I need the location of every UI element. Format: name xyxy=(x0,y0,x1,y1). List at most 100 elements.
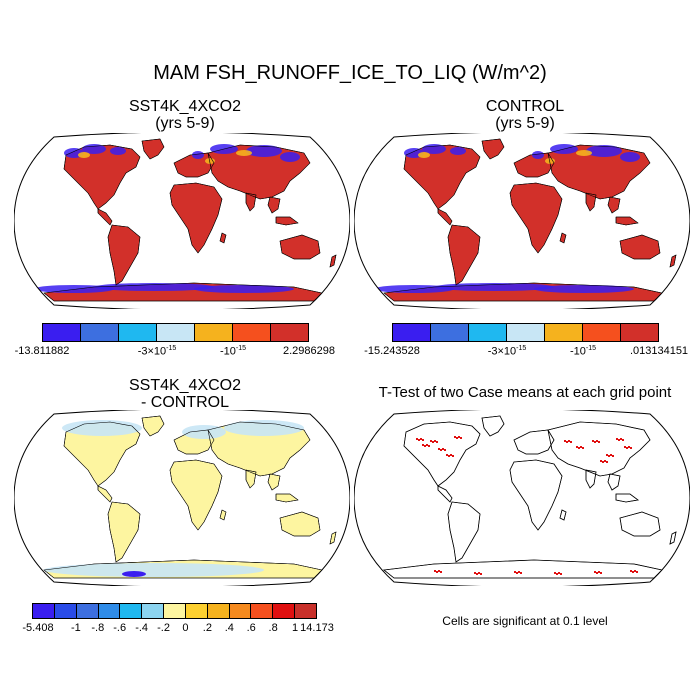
coastline xyxy=(559,232,567,244)
colorbar-swatch xyxy=(43,324,81,341)
coastline xyxy=(383,559,663,579)
significant-cell xyxy=(474,572,476,574)
significant-cell xyxy=(600,460,602,462)
cold-cell xyxy=(122,571,146,577)
colorbar-swatch xyxy=(76,604,99,618)
coastline xyxy=(437,485,453,503)
coastline xyxy=(615,493,639,503)
cb2-tick-neg1e15: -10-15 xyxy=(570,345,596,358)
significant-cell xyxy=(618,439,620,441)
map-bottom-left xyxy=(14,410,350,586)
high-lat-cell xyxy=(44,563,264,577)
significant-cell xyxy=(580,446,582,448)
colorbar-swatch xyxy=(229,604,252,618)
significant-cell xyxy=(604,460,606,462)
significant-cell xyxy=(626,447,628,449)
significant-cell xyxy=(600,572,602,574)
cb2-tick-neg3e15-base: -3×10 xyxy=(487,345,517,358)
coastline xyxy=(245,469,257,489)
coastline xyxy=(207,421,311,477)
cold-cell xyxy=(620,152,640,162)
cb3-tick: -.2 xyxy=(157,622,170,634)
colorbar-swatch xyxy=(157,324,195,341)
significance-note: Cells are significant at 0.1 level xyxy=(442,614,608,628)
significant-cell xyxy=(438,448,440,450)
significant-cell xyxy=(432,441,434,443)
coastline xyxy=(141,415,165,437)
coastline xyxy=(383,282,663,302)
coastline xyxy=(43,559,323,579)
colorbar-swatch xyxy=(54,604,77,618)
coastline xyxy=(107,501,141,563)
coastline xyxy=(481,138,505,160)
coastline xyxy=(585,469,597,489)
significant-cell xyxy=(628,446,630,448)
cb3-tick: 1 xyxy=(292,622,299,634)
coastline xyxy=(329,254,337,268)
cb3-tick: .4 xyxy=(224,622,234,634)
colorbar-swatch xyxy=(545,324,583,341)
colorbar-swatch xyxy=(33,604,55,618)
coastline xyxy=(607,196,621,214)
cb3-tick: -.6 xyxy=(113,622,127,634)
significant-cell xyxy=(608,455,610,457)
cb3-tick: .2 xyxy=(202,622,212,634)
significant-cell xyxy=(452,455,454,457)
panel-title-top-left-line1: SST4K_4XCO2 xyxy=(128,98,242,115)
colorbar-swatch xyxy=(273,604,296,618)
colorbar-top-left-labels: -13.811882 -3×10-15 -10-15 2.2986298 xyxy=(0,345,350,361)
significant-cell xyxy=(476,573,478,575)
colorbar-top-right-labels: -15.243528 -3×10-15 -10-15 .013134151 xyxy=(350,345,700,361)
warm-cell xyxy=(418,152,430,158)
map-frame xyxy=(14,133,350,309)
significant-cell xyxy=(426,444,428,446)
significant-cell xyxy=(424,445,426,447)
coastline xyxy=(509,182,563,254)
significant-cell xyxy=(418,439,420,441)
significant-cell xyxy=(578,447,580,449)
warm-cell xyxy=(236,150,252,156)
cold-cell xyxy=(280,152,300,162)
coastline xyxy=(173,152,215,178)
coastline xyxy=(559,509,567,521)
colorbar-swatch xyxy=(120,604,143,618)
significant-cell xyxy=(594,571,596,573)
cold-cell xyxy=(110,147,126,155)
coastline xyxy=(585,192,597,212)
colorbar-bottom-left-labels: -5.408 -1 -.8 -.6 -.4 -.2 0 .2 .4 .6 .8 1 14.173 xyxy=(0,622,350,638)
colorbar-swatch xyxy=(393,324,431,341)
cb2-tick-neg3e15: -3×10-15 xyxy=(488,345,527,358)
cb1-tick-neg3e15-exp: -15 xyxy=(166,345,177,352)
significant-cell xyxy=(436,441,438,443)
coastline xyxy=(169,182,223,254)
significant-cell xyxy=(570,441,572,443)
significant-cell xyxy=(436,571,438,573)
coastline xyxy=(169,459,223,531)
cb1-tick-max: 2.2986298 xyxy=(283,345,335,357)
cold-cell xyxy=(194,285,294,293)
significant-cell xyxy=(514,571,516,573)
colorbar-swatch xyxy=(295,604,316,618)
significant-cell xyxy=(416,438,418,440)
coastline xyxy=(267,196,281,214)
cb3-tick: 0 xyxy=(182,622,189,634)
map-bottom-right xyxy=(354,410,690,586)
colorbar-swatch xyxy=(233,324,271,341)
significant-cell xyxy=(560,573,562,575)
warm-cell xyxy=(78,152,90,158)
panel-title-bottom-left-line1: SST4K_4XCO2 xyxy=(128,377,242,394)
cold-cell xyxy=(532,151,544,159)
colorbar-swatch xyxy=(164,604,186,618)
panel-title-bottom-right: T-Test of two Case means at each grid po… xyxy=(355,384,695,401)
significant-cell xyxy=(568,440,570,442)
significant-cell xyxy=(442,448,444,450)
coastline xyxy=(173,429,215,455)
colorbar-swatch xyxy=(207,604,230,618)
coastline xyxy=(619,234,661,260)
coastline xyxy=(481,415,505,437)
significant-cell xyxy=(518,571,520,573)
cb2-tick-max: .013134151 xyxy=(629,345,689,357)
significant-cell xyxy=(454,436,456,438)
significant-cell xyxy=(636,571,638,573)
coastline xyxy=(107,224,141,286)
